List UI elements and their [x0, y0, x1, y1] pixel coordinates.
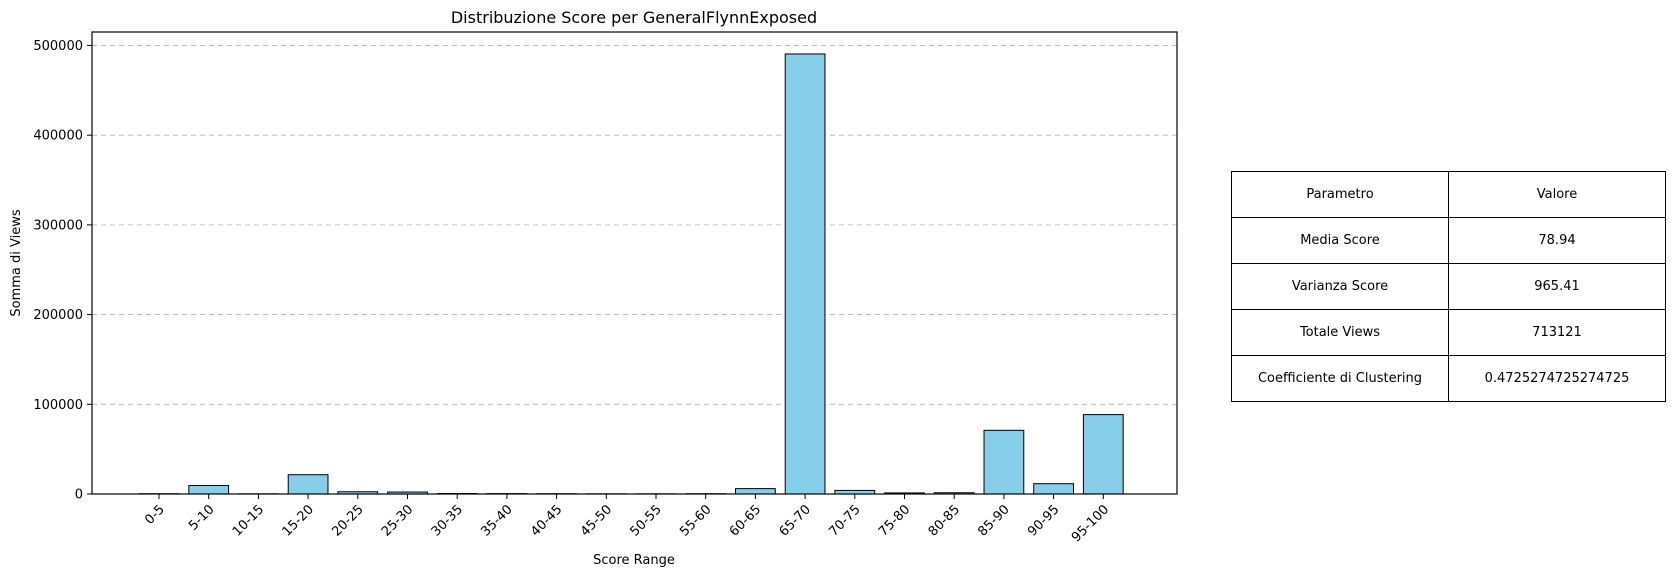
table-row: Varianza Score 965.41 [1231, 263, 1666, 310]
x-tick-label: 55-60 [677, 502, 714, 539]
x-tick-label: 95-100 [1069, 502, 1112, 545]
x-tick-label: 65-70 [777, 502, 814, 539]
bar [287, 474, 329, 495]
bar [735, 488, 776, 495]
bars [138, 53, 1124, 495]
table-cell-value: Valore [1448, 171, 1666, 218]
x-tick-label: 15-20 [280, 502, 317, 539]
x-axis: 0-5 5-10 10-15 15-20 20-25 25-30 30-35 35-40 40-… [142, 494, 1112, 545]
stats-table: Parametro Valore Media Score 78.94 Varianza … [1231, 171, 1666, 402]
table-cell-value: 78.94 [1448, 217, 1666, 264]
x-tick-label: 0-5 [142, 502, 168, 528]
bar [1033, 483, 1074, 495]
gridlines [92, 45, 1177, 405]
y-tick-label: 0 [75, 488, 83, 503]
x-axis-label: Score Range [593, 553, 675, 568]
x-tick-label: 60-65 [727, 502, 764, 539]
x-tick-label: 50-55 [628, 502, 665, 539]
table-row: Totale Views 713121 [1231, 309, 1666, 356]
x-tick-label: 85-90 [975, 502, 1012, 539]
plot-frame [91, 31, 1178, 495]
x-tick-label: 5-10 [186, 502, 217, 533]
x-tick-label: 30-35 [429, 502, 466, 539]
y-axis: 0 100000 200000 300000 400000 500000 [33, 39, 92, 503]
y-tick-label: 400000 [33, 129, 83, 144]
x-tick-label: 40-45 [528, 502, 565, 539]
x-tick-label: 35-40 [478, 502, 515, 539]
x-tick-label: 75-80 [876, 502, 913, 539]
bar [188, 484, 230, 495]
y-tick-label: 500000 [33, 39, 83, 54]
bar-chart: Distribuzione Score per GeneralFlynnExpo… [9, 8, 1178, 568]
stats-table-body: Parametro Valore Media Score 78.94 Varianza … [1231, 171, 1666, 402]
y-tick-label: 200000 [33, 308, 83, 323]
x-tick-label: 90-95 [1025, 502, 1062, 539]
table-cell-parameter: Parametro [1231, 171, 1449, 218]
table-row: Coefficiente di Clustering 0.472527472527… [1231, 355, 1666, 402]
table-cell-value: 713121 [1448, 309, 1666, 356]
y-tick-label: 100000 [33, 398, 83, 413]
bar [983, 429, 1025, 495]
table-row: Media Score 78.94 [1231, 217, 1666, 264]
x-tick-label: 25-30 [379, 502, 416, 539]
table-cell-value: 0.4725274725274725 [1448, 355, 1666, 402]
table-cell-parameter: Varianza Score [1231, 263, 1449, 310]
y-tick-label: 300000 [33, 218, 83, 233]
bar [784, 53, 826, 495]
y-axis-label: Somma di Views [9, 209, 24, 316]
chart-title: Distribuzione Score per GeneralFlynnExpo… [451, 8, 817, 27]
bar [1082, 414, 1124, 495]
x-tick-label: 80-85 [926, 502, 963, 539]
table-cell-parameter: Coefficiente di Clustering [1231, 355, 1449, 402]
table-cell-parameter: Totale Views [1231, 309, 1449, 356]
table-cell-value: 965.41 [1448, 263, 1666, 310]
table-cell-parameter: Media Score [1231, 217, 1449, 264]
x-tick-label: 70-75 [826, 502, 863, 539]
x-tick-label: 45-50 [578, 502, 615, 539]
x-tick-label: 20-25 [329, 502, 366, 539]
table-header-row: Parametro Valore [1231, 171, 1666, 218]
x-tick-label: 10-15 [230, 502, 267, 539]
